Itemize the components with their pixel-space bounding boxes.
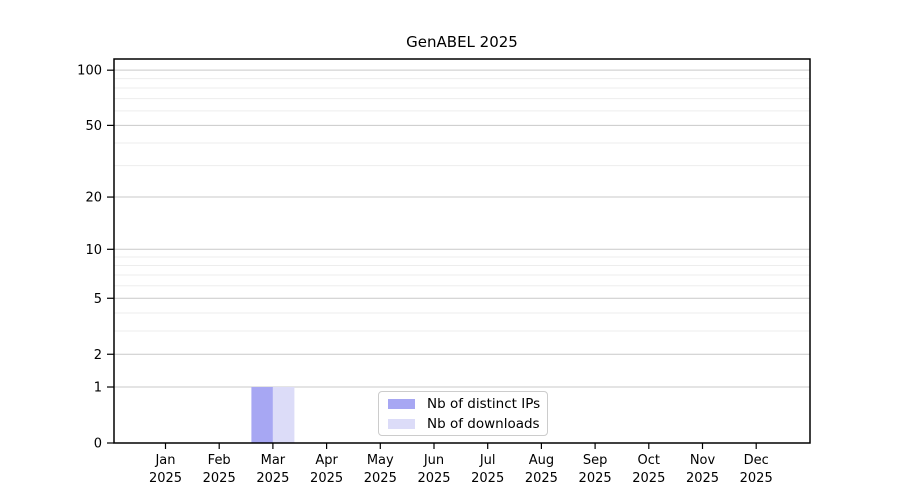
y-tick-label: 50 (85, 119, 102, 134)
x-tick-label-year: 2025 (471, 471, 504, 486)
x-tick-label-year: 2025 (364, 471, 397, 486)
y-tick-label: 5 (94, 292, 102, 307)
chart-title: GenABEL 2025 (406, 33, 518, 51)
x-tick-label-year: 2025 (579, 471, 612, 486)
x-tick-label-month: Nov (690, 453, 716, 468)
x-tick-label-month: Dec (744, 453, 769, 468)
x-tick-label-month: Feb (208, 453, 231, 468)
legend-swatch-downloads (388, 418, 415, 429)
y-tick-label: 20 (85, 191, 102, 206)
plot-area: 0 1 2 5 10 20 50 100 Jan 2025 Feb 2025 Mar 2025 Apr 202… (77, 58, 811, 486)
bar (272, 387, 295, 443)
plot-border (113, 58, 811, 444)
legend-item-distinct-ips: Nb of distinct IPs (388, 395, 541, 412)
x-tick-label-year: 2025 (149, 471, 182, 486)
x-tick-label-month: Jun (423, 453, 444, 468)
y-tick-label: 100 (77, 64, 102, 79)
x-tick-label-year: 2025 (686, 471, 719, 486)
x-tick-label-year: 2025 (203, 471, 236, 486)
legend-label-downloads: Nb of downloads (427, 415, 540, 432)
x-tick-label-month: Mar (261, 453, 286, 468)
y-tick-label: 2 (94, 348, 102, 363)
x-tick-label-month: Apr (315, 453, 338, 468)
x-tick-label-month: Jul (479, 453, 496, 468)
x-tick-label-month: May (367, 453, 394, 468)
x-tick-label-year: 2025 (417, 471, 450, 486)
x-tick-label-month: Oct (638, 453, 660, 468)
x-tick-label-year: 2025 (310, 471, 343, 486)
bar (251, 387, 273, 443)
x-tick-label-month: Aug (529, 453, 554, 468)
x-tick-label-year: 2025 (740, 471, 773, 486)
y-tick-label: 10 (85, 243, 102, 258)
x-tick-label-month: Sep (583, 453, 608, 468)
legend-swatch-distinct-ips (388, 398, 415, 409)
x-tick-label-year: 2025 (632, 471, 665, 486)
x-tick-label-year: 2025 (525, 471, 558, 486)
x-tick-label-year: 2025 (256, 471, 289, 486)
y-tick-label: 1 (94, 381, 102, 396)
y-tick-label: 0 (94, 437, 102, 452)
legend-item-downloads: Nb of downloads (388, 415, 540, 432)
x-tick-label-month: Jan (154, 453, 175, 468)
legend: Nb of distinct IPs Nb of downloads (378, 391, 548, 436)
legend-label-distinct-ips: Nb of distinct IPs (427, 395, 541, 412)
